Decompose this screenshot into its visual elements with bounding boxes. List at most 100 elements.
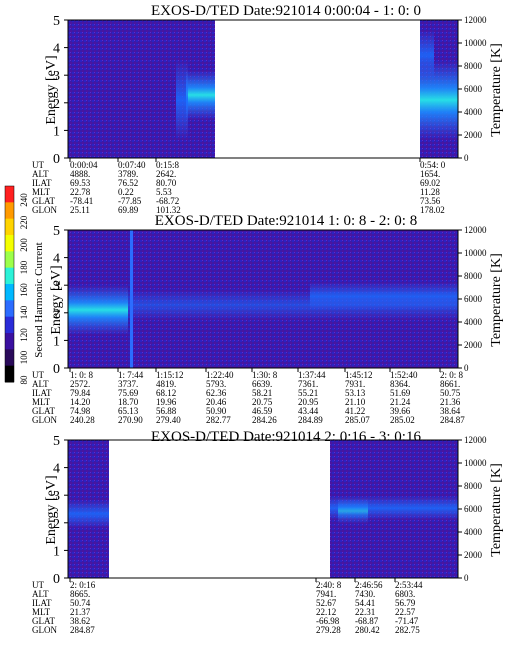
- temperature-tick-label: 8000: [464, 481, 483, 491]
- table-cell: 69.02: [420, 178, 440, 188]
- colorbar: 240 220 200 180 160 140 120 100 80 Second Harmon…: [4, 185, 45, 385]
- colorbar-tick-label: 120: [19, 328, 29, 342]
- temperature-tick-label: 2000: [464, 340, 483, 350]
- temperature-tick-label: 0: [464, 573, 469, 583]
- table-cell: 284.89: [298, 415, 323, 425]
- table-row-label: MLT: [32, 397, 51, 407]
- table-cell: 46.59: [252, 406, 273, 416]
- table-cell: 39.66: [390, 406, 411, 416]
- colorbar-tick-labels: 240 220 200 180 160 140 120 100 80: [19, 193, 29, 385]
- table-cell: 0:54: 0: [420, 160, 446, 170]
- panel-2: EXOS-D/TED Date:921014 1: 0: 8 - 2: 0: 8…: [32, 213, 504, 425]
- table-cell: 280.42: [355, 625, 380, 635]
- table-cell: 279.28: [316, 625, 341, 635]
- table-cell: 65.13: [118, 406, 139, 416]
- colorbar-cell: [5, 186, 14, 203]
- table-cell: -78.41: [70, 196, 93, 206]
- temperature-tick-label: 8000: [464, 61, 483, 71]
- table-cell: 7430.: [355, 589, 375, 599]
- panel-3-feature-spot: [338, 498, 368, 524]
- table-cell: -66.98: [316, 616, 340, 626]
- table-cell: 80.70: [156, 178, 177, 188]
- table-cell: 8665.: [70, 589, 90, 599]
- table-row-label: ILAT: [32, 598, 52, 608]
- table-cell: 68.12: [156, 388, 176, 398]
- colorbar-cell: [5, 218, 14, 236]
- table-row-label: GLON: [32, 205, 57, 215]
- energy-tick-label: 3: [53, 69, 60, 84]
- panel-3-feature-band-left: [68, 500, 109, 528]
- table-cell: 51.69: [390, 388, 411, 398]
- table-cell: 21.10: [345, 397, 366, 407]
- table-row-label: UT: [32, 160, 44, 170]
- table-cell: 76.52: [118, 178, 138, 188]
- table-cell: 1: 7:44: [118, 370, 144, 380]
- temperature-tick-label: 2000: [464, 130, 483, 140]
- panel-2-feature-band-left: [68, 285, 128, 335]
- table-cell: 62.36: [206, 388, 227, 398]
- temperature-tick-label: 4000: [464, 317, 483, 327]
- table-cell: 7931.: [345, 379, 365, 389]
- temperature-tick-label: 12000: [464, 435, 487, 445]
- table-cell: 0:07:40: [118, 160, 146, 170]
- colorbar-cell: [5, 202, 14, 220]
- energy-tick-label: 5: [53, 434, 60, 449]
- table-cell: 240.28: [70, 415, 95, 425]
- table-row-label: ALT: [32, 379, 49, 389]
- panel-2-temperature-axis: 12000 10000 8000 6000 4000 2000 0: [458, 225, 487, 373]
- table-cell: 43.44: [298, 406, 319, 416]
- table-cell: 41.22: [345, 406, 365, 416]
- energy-tick-label: 4: [53, 252, 60, 267]
- table-cell: 285.07: [345, 415, 370, 425]
- table-cell: 2: 0:16: [70, 580, 96, 590]
- table-cell: 6639.: [252, 379, 272, 389]
- table-row-label: UT: [32, 580, 44, 590]
- table-cell: 4888.: [70, 169, 90, 179]
- table-cell: 5793.: [206, 379, 226, 389]
- panel-3-temperature-axis: 12000 10000 8000 6000 4000 2000 0: [458, 435, 487, 583]
- table-cell: 2:40: 8: [316, 580, 342, 590]
- colorbar-cells: [5, 186, 14, 383]
- temperature-tick-label: 12000: [464, 225, 487, 235]
- table-cell: 14.20: [70, 397, 91, 407]
- table-cell: 22.31: [355, 607, 375, 617]
- table-cell: 21.24: [390, 397, 411, 407]
- colorbar-cell: [5, 251, 14, 269]
- colorbar-cell: [5, 235, 14, 252]
- panel-1-energy-axis: 5 4 3 2 1 0: [53, 14, 68, 167]
- table-cell: 4819.: [156, 379, 176, 389]
- table-cell: 75.69: [118, 388, 139, 398]
- panel-2-plot: [67, 229, 459, 369]
- energy-tick-label: 5: [53, 14, 60, 29]
- panel-1-y-label: Energy [eV]: [44, 55, 59, 124]
- energy-tick-label: 2: [53, 517, 60, 532]
- colorbar-cell: [5, 316, 14, 334]
- table-cell: 8661.: [440, 379, 460, 389]
- panel-1: EXOS-D/TED Date:921014 0:00:04 - 1: 0: 0…: [32, 3, 504, 215]
- energy-tick-label: 0: [53, 362, 60, 377]
- temperature-tick-label: 0: [464, 153, 469, 163]
- temperature-tick-label: 2000: [464, 550, 483, 560]
- energy-tick-label: 4: [53, 462, 60, 477]
- temperature-tick-label: 10000: [464, 248, 487, 258]
- table-cell: 284.87: [440, 415, 465, 425]
- table-row-label: GLON: [32, 625, 57, 635]
- temperature-tick-label: 8000: [464, 271, 483, 281]
- temperature-tick-label: 4000: [464, 107, 483, 117]
- energy-tick-label: 3: [53, 489, 60, 504]
- table-cell: 73.56: [420, 196, 441, 206]
- table-cell: 25.11: [70, 205, 90, 215]
- panel-2-feature-vertical: [130, 230, 133, 368]
- table-cell: 3789.: [118, 169, 138, 179]
- panel-3-temp-label: Temperature [K]: [489, 463, 504, 556]
- table-cell: 52.67: [316, 598, 337, 608]
- panel-1-feature-d: [420, 30, 434, 80]
- table-cell: 18.70: [118, 397, 139, 407]
- table-cell: 22.78: [70, 187, 91, 197]
- table-row-label: GLAT: [32, 616, 55, 626]
- table-cell: 282.75: [395, 625, 420, 635]
- temperature-tick-label: 12000: [464, 15, 487, 25]
- colorbar-tick-label: 140: [19, 305, 29, 319]
